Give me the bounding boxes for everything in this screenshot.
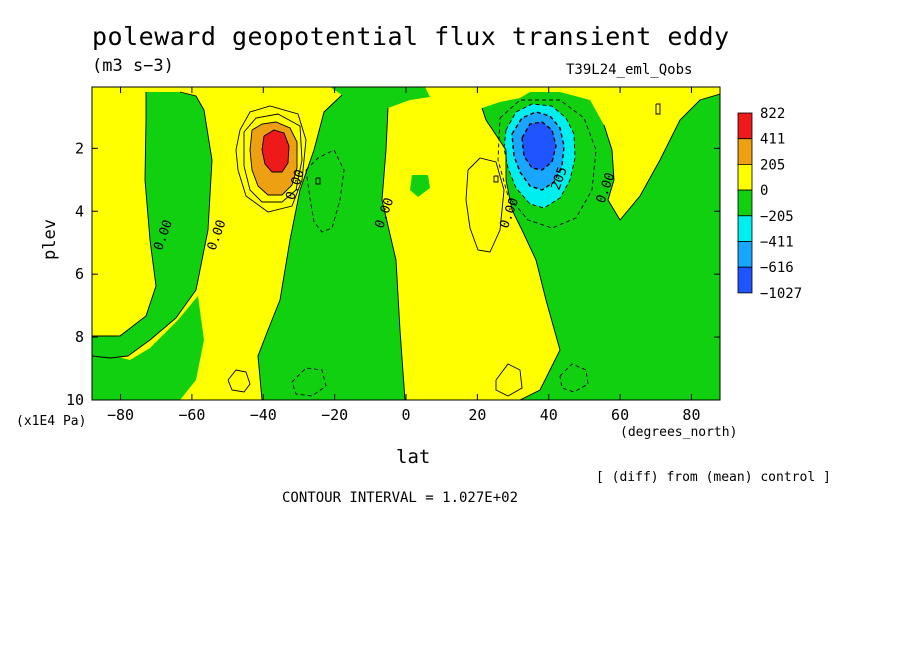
contour-small-3	[655, 103, 661, 115]
y-tick-label: 8	[75, 328, 84, 346]
legend-label: −616	[760, 260, 794, 276]
y-axis-unit: (x1E4 Pa)	[16, 414, 87, 429]
x-tick-label: −20	[321, 406, 348, 424]
x-tick-label: 0	[401, 406, 410, 424]
x-tick-label: 40	[540, 406, 558, 424]
contour-small-1	[315, 177, 321, 185]
contour-neg-3	[511, 111, 565, 191]
legend-label: −1027	[760, 286, 802, 302]
field-green-southwest	[92, 296, 204, 400]
x-axis: −80 −60 −40 −20 0 20 40 60 80	[107, 87, 700, 424]
legend-label: 205	[760, 157, 785, 173]
contour-lines	[92, 91, 720, 400]
x-tick-label: 60	[611, 406, 629, 424]
x-axis-unit: (degrees_north)	[620, 425, 738, 440]
x-tick-label: 80	[682, 406, 700, 424]
diff-note: [ (diff) from (mean) control ]	[596, 470, 831, 485]
x-axis-label: lat	[396, 446, 431, 468]
field-green-center	[258, 87, 430, 400]
contour-pos-4	[261, 129, 290, 173]
x-tick-label: −60	[178, 406, 205, 424]
contour-pos-c	[227, 369, 251, 393]
field-red	[262, 130, 289, 172]
field-blue	[522, 122, 556, 170]
contour-pos-2	[243, 113, 303, 203]
legend-label: −205	[760, 209, 794, 225]
y-tick-label: 4	[75, 202, 84, 220]
zero-line-2	[92, 91, 213, 359]
x-tick-label: −80	[107, 406, 134, 424]
legend-label: 822	[760, 106, 785, 122]
contour-interval: CONTOUR INTERVAL = 1.027E+02	[282, 490, 519, 506]
zero-line-5	[481, 107, 561, 400]
legend-swatch	[737, 163, 753, 191]
contour-pos-b	[465, 157, 505, 253]
shaded-fields	[92, 87, 720, 400]
chart-units: (m3 s−3)	[92, 56, 174, 76]
legend-swatch	[737, 112, 753, 140]
y-axis-label: plev	[40, 219, 60, 260]
y-tick-label: 2	[75, 139, 84, 157]
contour-pos-3	[249, 121, 298, 196]
legend-label: −411	[760, 235, 794, 251]
contour-small-2	[493, 175, 499, 183]
legend-swatch	[737, 138, 753, 165]
contour-neg-d	[559, 363, 589, 393]
x-tick-label: 20	[468, 406, 486, 424]
field-green-blob	[410, 175, 430, 197]
zero-line-6	[603, 93, 720, 221]
contour-neg-4	[521, 121, 557, 171]
legend-swatch	[737, 215, 753, 242]
contour-neg-2	[503, 103, 576, 209]
colorbar-legend: 822 411 205 0 −205 −411 −616 −1027	[737, 106, 802, 302]
y-tick-label: 6	[75, 265, 84, 283]
legend-swatch	[737, 241, 753, 268]
contour-neg-c	[291, 367, 327, 397]
chart-title: poleward geopotential flux transient edd…	[92, 22, 730, 51]
legend-swatch	[737, 189, 753, 217]
zero-line-1	[92, 92, 157, 337]
legend-label: 0	[760, 183, 768, 199]
field-green-south	[92, 92, 212, 358]
contour-pos-1	[235, 105, 307, 213]
zero-line-4	[381, 107, 406, 400]
zero-line-3	[257, 94, 343, 400]
y-axis: 2 4 6 8 10	[66, 139, 720, 409]
legend-label: 411	[760, 132, 785, 148]
run-name: T39L24_eml_Qobs	[566, 62, 693, 78]
contour-pos-d	[495, 363, 523, 397]
y-tick-label: 10	[66, 391, 84, 409]
legend-swatch	[737, 266, 753, 294]
x-tick-label: −40	[250, 406, 277, 424]
